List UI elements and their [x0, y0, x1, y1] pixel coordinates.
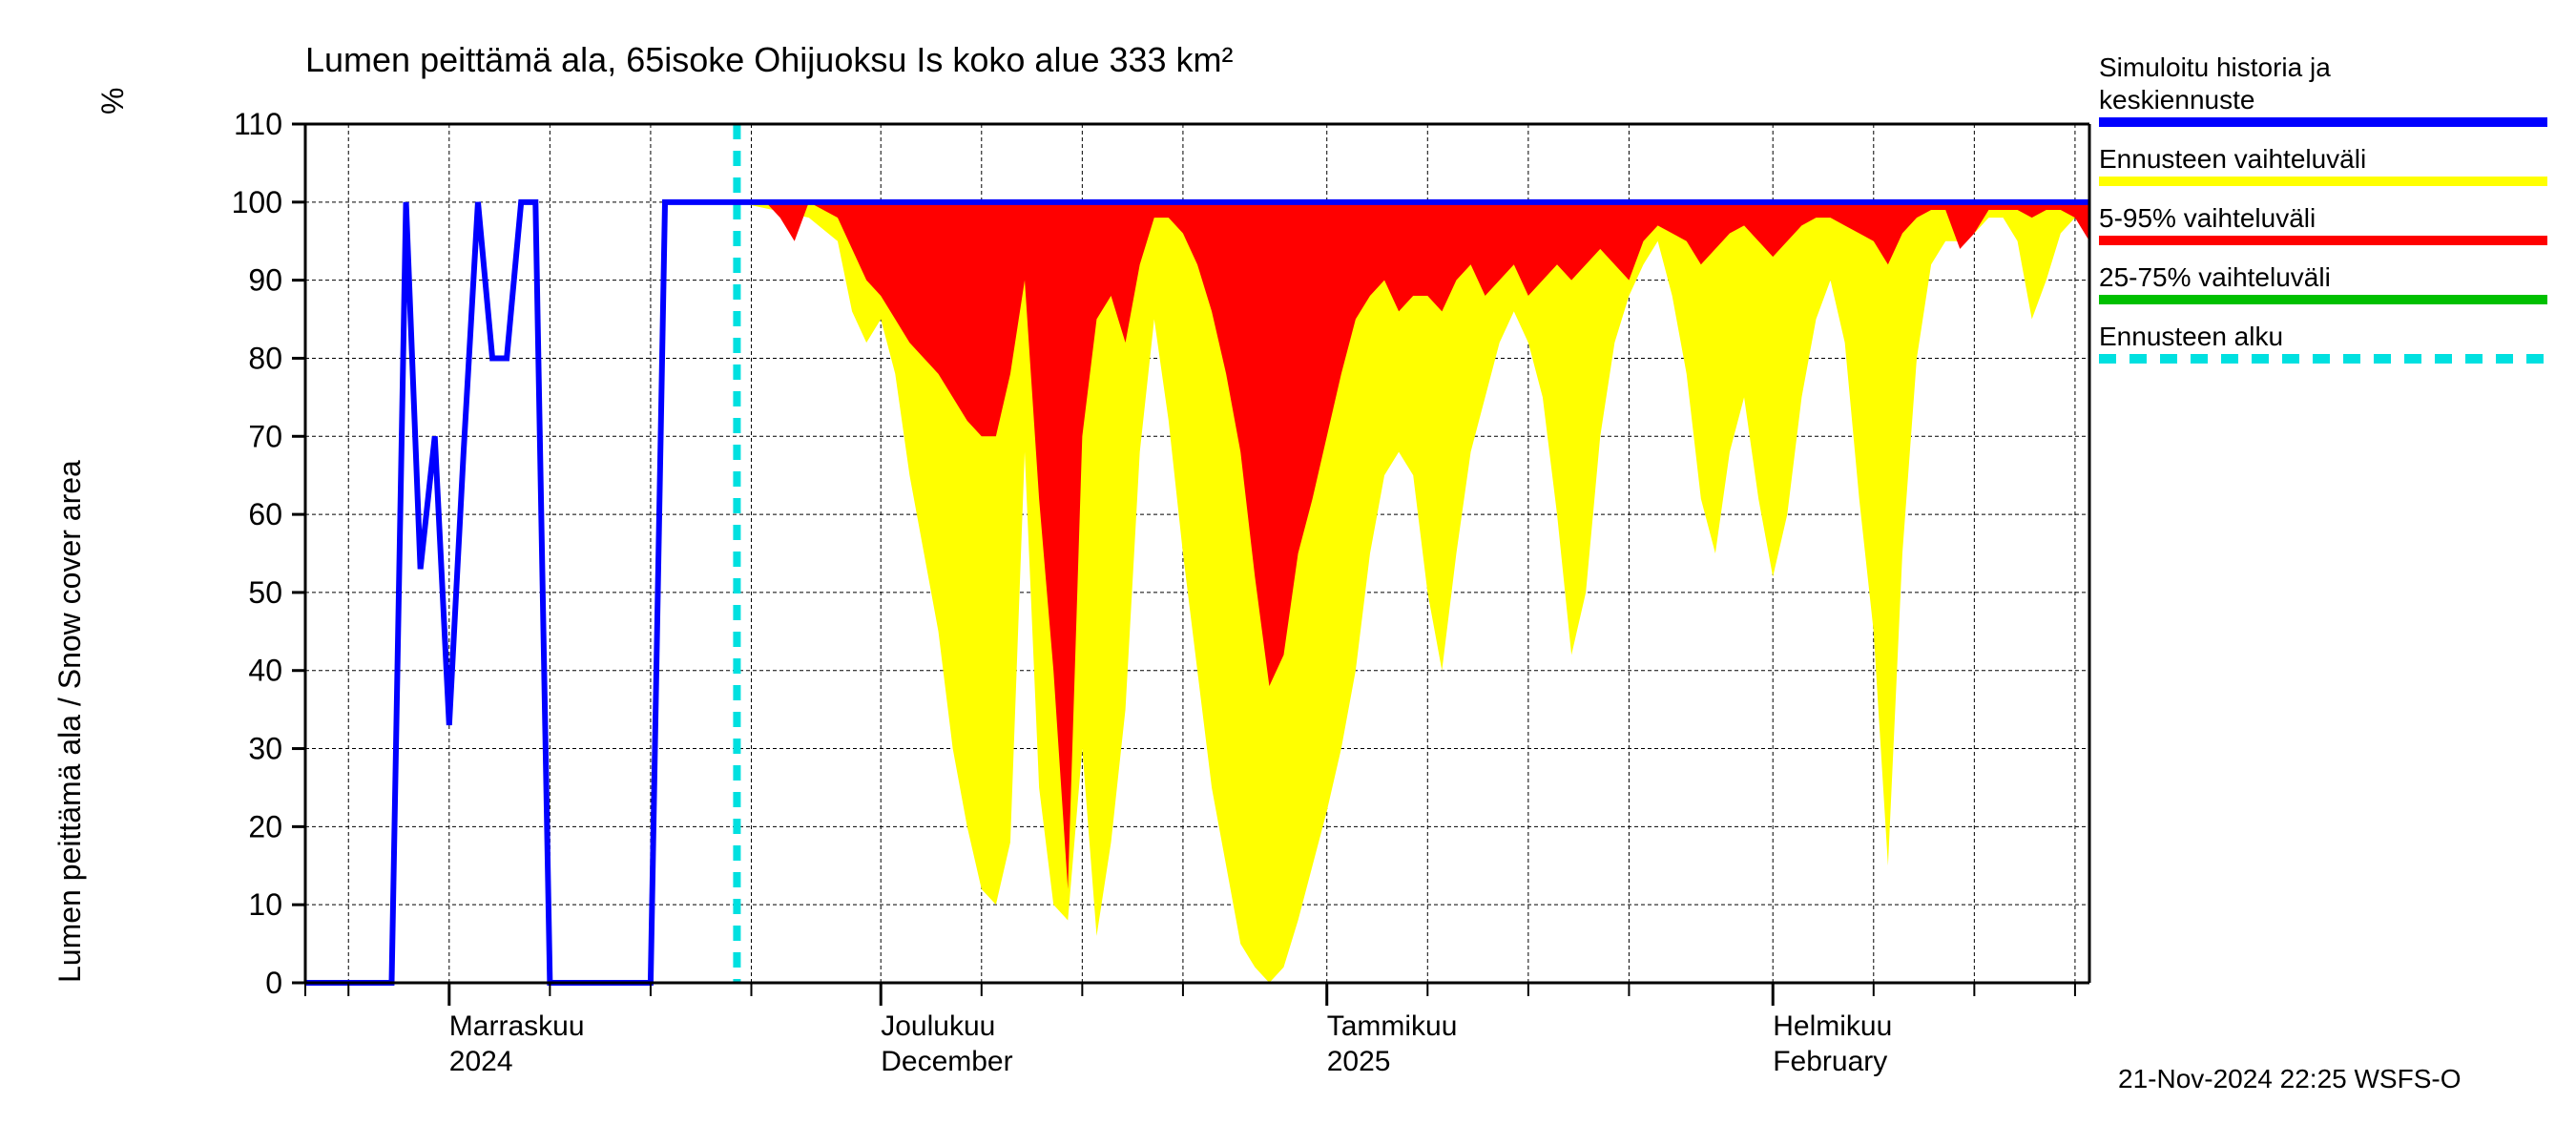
- legend-swatch: [2099, 354, 2547, 364]
- x-month-sublabel: 2024: [449, 1046, 513, 1077]
- legend-label: Ennusteen vaihteluväli: [2099, 144, 2366, 175]
- y-tick-label: 110: [234, 107, 282, 141]
- y-tick-label: 80: [248, 341, 282, 375]
- x-month-label: Marraskuu: [449, 1010, 585, 1042]
- legend-label: Ennusteen alku: [2099, 322, 2283, 352]
- y-tick-label: 30: [248, 732, 282, 766]
- y-tick-label: 90: [248, 263, 282, 298]
- y-tick-label: 100: [232, 185, 282, 219]
- timestamp-label: 21-Nov-2024 22:25 WSFS-O: [2118, 1064, 2462, 1094]
- legend-swatch: [2099, 177, 2547, 186]
- y-tick-label: 40: [248, 654, 282, 688]
- x-month-label: Helmikuu: [1773, 1010, 1892, 1042]
- y-tick-label: 0: [265, 966, 282, 1000]
- y-tick-label: 60: [248, 497, 282, 531]
- legend-label: 5-95% vaihteluväli: [2099, 203, 2316, 234]
- x-month-sublabel: December: [881, 1046, 1012, 1077]
- y-tick-label: 10: [248, 887, 282, 922]
- chart-container: Lumen peittämä ala, 65isoke Ohijuoksu Is…: [0, 0, 2576, 1145]
- x-month-label: Tammikuu: [1327, 1010, 1458, 1042]
- legend-label: Simuloitu historia ja: [2099, 52, 2331, 83]
- x-month-sublabel: February: [1773, 1046, 1887, 1077]
- legend-label: 25-75% vaihteluväli: [2099, 262, 2331, 293]
- legend-swatch: [2099, 236, 2547, 245]
- x-month-label: Joulukuu: [881, 1010, 995, 1042]
- legend-label: keskiennuste: [2099, 85, 2254, 115]
- y-tick-label: 50: [248, 575, 282, 610]
- y-tick-label: 20: [248, 809, 282, 843]
- legend-swatch: [2099, 117, 2547, 127]
- legend-swatch: [2099, 295, 2547, 304]
- y-tick-label: 70: [248, 419, 282, 453]
- x-month-sublabel: 2025: [1327, 1046, 1391, 1077]
